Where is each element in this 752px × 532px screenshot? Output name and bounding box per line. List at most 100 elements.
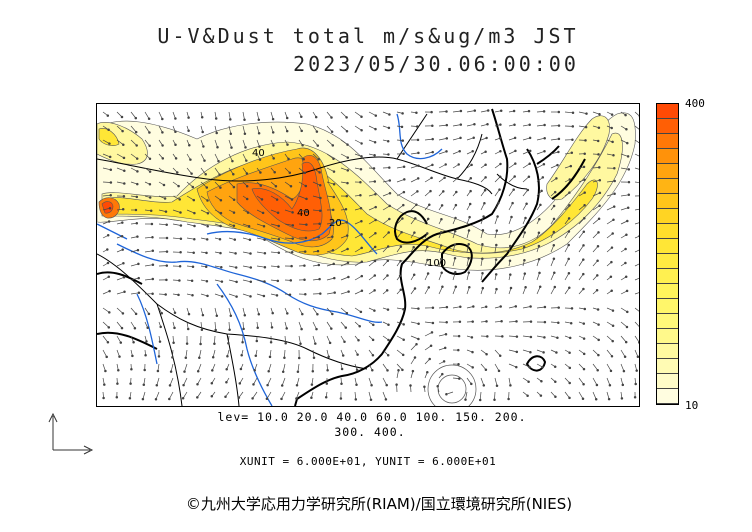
wind-arrow: [382, 192, 391, 197]
wind-arrow-head: [234, 252, 237, 255]
wind-arrow-head: [428, 203, 431, 207]
wind-arrow-head: [347, 275, 350, 279]
wind-arrow-head: [174, 117, 177, 120]
wind-arrow-head: [597, 353, 600, 357]
wind-arrow-head: [202, 145, 205, 148]
wind-arrow: [186, 181, 194, 188]
wind-arrow-head: [116, 382, 119, 385]
wind-arrow: [536, 150, 545, 155]
wind-arrow: [536, 335, 545, 338]
wind-arrow: [298, 195, 307, 200]
wind-arrow-head: [154, 398, 158, 401]
wind-arrow-head: [187, 312, 191, 316]
wind-arrow-head: [318, 222, 321, 226]
wind-arrow: [326, 167, 335, 172]
wind-arrow-head: [581, 397, 585, 401]
wind-arrow: [480, 377, 485, 386]
wind-arrow-head: [370, 383, 373, 387]
wind-arrow-head: [137, 262, 140, 266]
wind-arrow-head: [258, 145, 261, 148]
wind-arrow: [116, 335, 122, 343]
wind-arrow-head: [179, 211, 182, 214]
wind-arrow-head: [387, 231, 390, 234]
wind-arrow-head: [326, 369, 329, 372]
wind-arrow-head: [426, 217, 430, 221]
wind-arrow-head: [225, 381, 228, 384]
wind-arrow-head: [201, 130, 204, 134]
wind-arrow-head: [174, 157, 178, 160]
wind-arrow-head: [610, 260, 613, 264]
wind-arrow-head: [426, 258, 429, 262]
wind-arrow-head: [473, 123, 476, 126]
wind-arrow-head: [570, 151, 574, 155]
wind-arrow-head: [123, 182, 126, 185]
wind-arrow-head: [360, 289, 364, 293]
wind-arrow-head: [636, 355, 639, 359]
wind-arrow-head: [341, 354, 345, 357]
wind-arrow-head: [454, 285, 458, 288]
wind-arrow-head: [277, 251, 281, 255]
wind-arrow-head: [524, 216, 527, 220]
wind-arrow-head: [402, 323, 405, 326]
wind-arrow-head: [597, 217, 601, 221]
wind-arrow-head: [268, 355, 272, 359]
wind-arrow: [130, 139, 137, 146]
wind-arrow-head: [557, 306, 560, 309]
wind-arrow: [634, 181, 639, 183]
wind-arrow-head: [552, 230, 556, 234]
wind-arrow-head: [569, 164, 573, 168]
wind-arrow-head: [411, 369, 415, 373]
wind-arrow-head: [332, 170, 336, 173]
wind-arrow-head: [609, 369, 613, 373]
wind-arrow: [102, 321, 110, 328]
wind-arrow-head: [344, 208, 348, 211]
wind-arrow-head: [527, 380, 530, 383]
wind-arrow: [312, 167, 320, 173]
wind-arrow: [144, 236, 153, 239]
wind-arrow-head: [260, 198, 264, 201]
wind-arrow: [186, 223, 195, 227]
wind-arrow-head: [538, 217, 541, 221]
wind-arrow: [606, 219, 614, 225]
wind-arrow-head: [499, 149, 502, 153]
wind-arrow-head: [596, 308, 600, 311]
wind-arrow: [396, 349, 404, 356]
wind-arrow-head: [457, 334, 461, 338]
wind-arrow-head: [220, 280, 224, 283]
wind-arrow-head: [399, 259, 402, 263]
wind-arrow: [256, 279, 265, 282]
wind-arrow-head: [423, 385, 426, 388]
wind-arrow: [522, 150, 531, 155]
wind-arrow: [242, 279, 251, 283]
wind-arrow-head: [288, 171, 292, 175]
wind-arrow-head: [442, 360, 446, 363]
wind-arrow-head: [543, 320, 547, 324]
wind-arrow-head: [508, 259, 512, 263]
wind-arrow-head: [568, 286, 571, 290]
wind-arrow-head: [328, 341, 332, 345]
wind-arrow: [438, 164, 446, 169]
wind-arrow-head: [143, 368, 146, 372]
map-title: U-V&Dust total m/s&ug/m3 JST: [157, 24, 579, 48]
wind-arrow-head: [290, 198, 294, 201]
wind-arrow-head: [431, 321, 435, 325]
wind-arrow-head: [442, 190, 445, 193]
wind-arrow-head: [173, 311, 177, 315]
wind-arrow-head: [151, 263, 155, 266]
wind-arrow-head: [373, 154, 376, 157]
wind-arrow-head: [499, 123, 502, 126]
wind-arrow-head: [108, 142, 111, 145]
wind-arrow-head: [219, 224, 222, 228]
wind-arrow-head: [467, 256, 470, 260]
wind-arrow-head: [439, 231, 443, 234]
wind-arrow-head: [196, 383, 199, 386]
wind-arrow-head: [626, 310, 629, 314]
wind-arrow-head: [317, 236, 320, 239]
wind-arrow-head: [136, 170, 139, 173]
wind-arrow: [424, 138, 433, 141]
wind-arrow: [465, 391, 468, 400]
wind-arrow-head: [196, 369, 200, 373]
wind-arrow: [200, 181, 208, 188]
wind-arrow-head: [429, 189, 432, 193]
wind-arrow: [466, 244, 470, 253]
